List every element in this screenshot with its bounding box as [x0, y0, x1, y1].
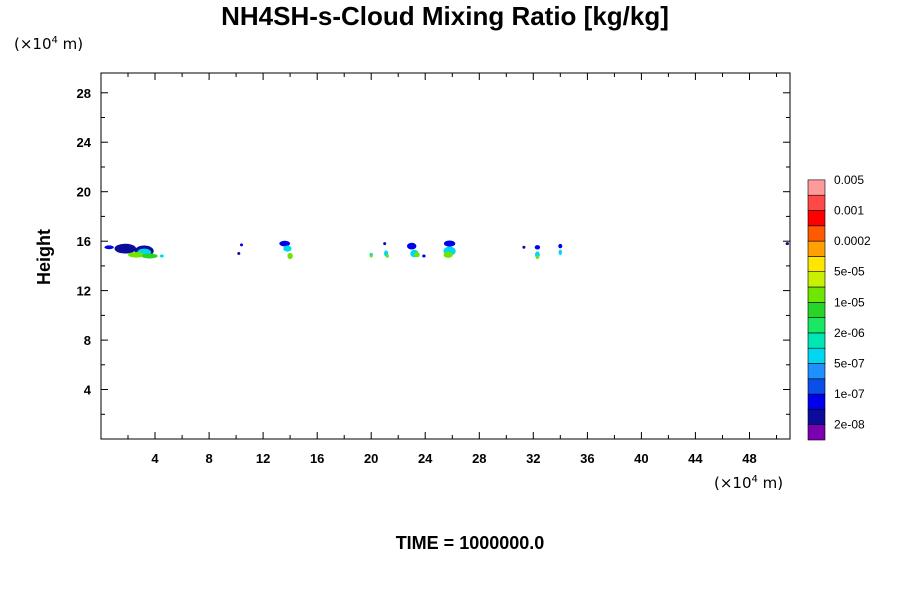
- legend-swatch: [807, 378, 826, 395]
- legend-label: 5e-05: [834, 265, 865, 279]
- legend-swatch: [807, 317, 826, 334]
- x-tick-label: 48: [742, 451, 756, 466]
- legend-label: 0.005: [834, 173, 864, 187]
- x-tick-label: 44: [688, 451, 703, 466]
- legend-label: 1e-07: [834, 387, 865, 401]
- cloud-patch-7: [240, 243, 243, 247]
- cloud-patch-11: [287, 252, 293, 260]
- cloud-patch-10: [283, 245, 292, 252]
- legend-swatch: [807, 225, 826, 242]
- chart-title: NH4SH-s-Cloud Mixing Ratio [kg/kg]: [221, 1, 669, 31]
- cloud-patch-21: [443, 240, 456, 247]
- cloud-patch-29: [558, 249, 562, 256]
- plot-area: [104, 240, 789, 260]
- cloud-patch-5: [141, 253, 158, 259]
- y-axis-title: Height: [34, 229, 54, 285]
- legend-swatch: [807, 194, 826, 211]
- x-tick-label: 20: [364, 451, 378, 466]
- cloud-patch-28: [558, 243, 563, 249]
- x-tick-label: 28: [472, 451, 486, 466]
- cloud-patch-1: [114, 243, 137, 254]
- legend-swatch: [807, 332, 826, 349]
- legend-swatch: [807, 301, 826, 318]
- y-tick-label: 16: [77, 234, 91, 249]
- cloud-patch-16: [385, 254, 389, 258]
- legend-label: 0.0002: [834, 234, 871, 248]
- cloud-patch-8: [237, 252, 241, 255]
- x-tick-label: 40: [634, 451, 648, 466]
- y-tick-label: 4: [84, 383, 92, 398]
- y-tick-label: 12: [77, 284, 91, 299]
- cloud-patch-13: [369, 254, 373, 258]
- legend-label: 2e-06: [834, 326, 865, 340]
- cloud-patch-20: [422, 254, 426, 258]
- x-tick-label: 16: [310, 451, 324, 466]
- cloud-patch-4: [128, 252, 145, 258]
- plot-frame: [100, 72, 791, 440]
- x-tick-label: 4: [151, 451, 159, 466]
- legend-swatch: [807, 409, 826, 425]
- legend-swatch: [807, 179, 826, 196]
- time-label: TIME = 1000000.0: [396, 533, 545, 553]
- x-tick-label: 24: [418, 451, 433, 466]
- x-tick-label: 8: [205, 451, 212, 466]
- cloud-patch-27: [535, 255, 539, 260]
- cloud-patch-6: [159, 254, 164, 258]
- x-tick-label: 12: [256, 451, 270, 466]
- cloud-patch-23: [443, 251, 453, 258]
- cloud-patch-24: [522, 245, 526, 249]
- cloud-patch-19: [414, 252, 420, 258]
- legend-swatch: [807, 363, 826, 380]
- legend-label: 2e-08: [834, 418, 865, 432]
- y-tick-label: 24: [77, 135, 92, 150]
- x-axis-unit: (×104 m): [714, 474, 783, 492]
- legend-swatch: [807, 210, 826, 227]
- legend-label: 0.001: [834, 204, 864, 218]
- legend-swatch: [807, 256, 826, 272]
- cloud-patch-30: [785, 242, 789, 246]
- cloud-patch-14: [383, 242, 387, 246]
- y-tick-label: 20: [77, 185, 91, 200]
- y-tick-label: 28: [77, 86, 91, 101]
- cloud-patch-25: [534, 245, 541, 250]
- legend-label: 1e-05: [834, 295, 865, 309]
- legend-swatch: [807, 424, 826, 441]
- legend-label: 5e-07: [834, 357, 865, 371]
- cloud-patch-0: [104, 245, 114, 250]
- y-axis-unit: (×104 m): [14, 35, 83, 53]
- cloud-patch-17: [407, 242, 417, 250]
- x-tick-label: 32: [526, 451, 540, 466]
- x-tick-label: 36: [580, 451, 594, 466]
- legend-swatch: [807, 286, 826, 303]
- legend-swatch: [807, 347, 826, 364]
- y-tick-label: 8: [84, 333, 91, 348]
- cloud-patch-9: [279, 240, 291, 247]
- legend-swatch: [807, 271, 826, 288]
- legend-swatch: [807, 240, 826, 257]
- color-legend: 2e-08 1e-07 5e-07 2e-06 1e-05 5e-05 0.0002 0.00…: [807, 173, 871, 441]
- legend-swatch: [807, 393, 826, 410]
